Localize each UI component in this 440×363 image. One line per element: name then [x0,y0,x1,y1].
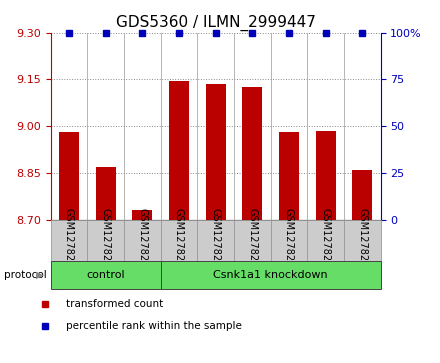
Bar [87,220,124,261]
Text: GSM1278261: GSM1278261 [137,208,147,273]
Text: GSM1278267: GSM1278267 [357,208,367,273]
Bar [95,167,116,220]
Bar [59,132,79,220]
Bar [197,220,234,261]
Text: GSM1278265: GSM1278265 [284,208,294,273]
Text: ▶: ▶ [36,270,44,280]
Text: Csnk1a1 knockdown: Csnk1a1 knockdown [213,270,328,280]
Bar [307,220,344,261]
Text: transformed count: transformed count [66,299,163,309]
Text: GSM1278264: GSM1278264 [247,208,257,273]
Text: GSM1278263: GSM1278263 [211,208,220,273]
Bar [315,131,336,220]
Text: GSM1278259: GSM1278259 [64,208,74,273]
Bar [161,220,197,261]
Text: GSM1278260: GSM1278260 [101,208,110,273]
Text: GSM1278262: GSM1278262 [174,208,184,273]
Bar [352,170,372,220]
Title: GDS5360 / ILMN_2999447: GDS5360 / ILMN_2999447 [116,15,315,31]
Bar [271,220,307,261]
Text: GSM1278266: GSM1278266 [321,208,330,273]
Text: protocol: protocol [4,270,47,280]
Bar [242,87,262,220]
Bar [132,210,152,220]
Bar [124,220,161,261]
Bar [51,220,87,261]
Bar [279,132,299,220]
Text: control: control [86,270,125,280]
Bar [344,220,381,261]
Bar [234,220,271,261]
Bar [205,84,226,220]
Bar [169,81,189,220]
Bar [161,261,381,289]
Bar [51,261,161,289]
Text: percentile rank within the sample: percentile rank within the sample [66,321,242,331]
